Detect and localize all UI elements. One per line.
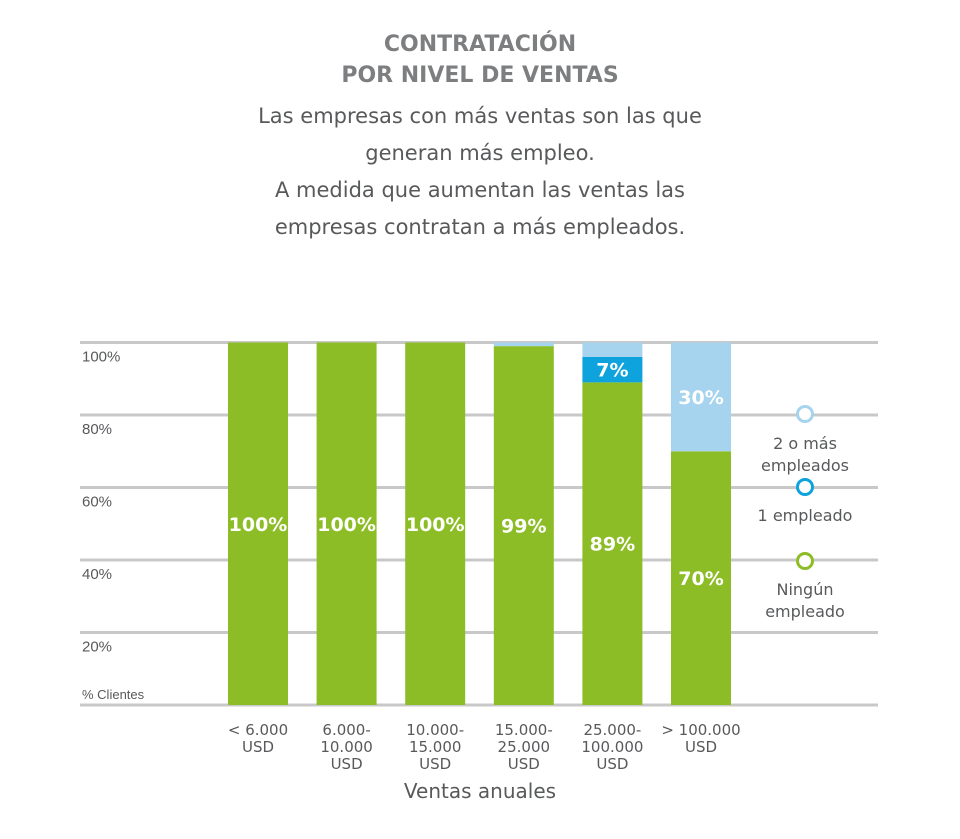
x-tick-label: < 6.000: [228, 721, 288, 739]
data-label: 99%: [501, 516, 546, 538]
y-tick-label: 40%: [82, 566, 112, 583]
subtitle-line-3: A medida que aumentan las ventas las: [275, 178, 685, 202]
legend-label: 2 o más: [773, 434, 837, 453]
chart-title-line2: POR NIVEL DE VENTAS: [341, 63, 619, 88]
x-tick-label: 6.000-: [322, 721, 370, 739]
x-tick-label: USD: [596, 755, 628, 773]
y-tick-label: 60%: [82, 494, 112, 511]
legend-label: empleados: [761, 456, 849, 475]
bar-segment-ningun: [493, 346, 554, 705]
legend-label: Ningún: [777, 580, 834, 599]
legend-marker: [796, 405, 814, 423]
data-label: 89%: [590, 534, 635, 556]
legend-marker: [796, 478, 814, 496]
data-label: 70%: [678, 568, 723, 590]
legend-label: 1 empleado: [758, 506, 853, 525]
bar-segment-ningun: [405, 342, 466, 705]
bar-segment-ningun: [228, 342, 288, 705]
legend-marker: [796, 552, 814, 570]
data-label: 100%: [317, 514, 376, 536]
x-tick-label: 10.000-: [406, 721, 464, 739]
x-tick-label: USD: [242, 738, 274, 756]
x-tick-label: 25.000: [498, 738, 551, 756]
x-tick-label: 15.000: [409, 738, 462, 756]
x-axis-label: Ventas anuales: [404, 779, 556, 803]
x-tick-label: 25.000-: [583, 721, 641, 739]
x-tick-label: USD: [419, 755, 451, 773]
subtitle-line-4: empresas contratan a más empleados.: [274, 215, 686, 239]
bar-segment-ningun: [582, 382, 643, 705]
data-label: 7%: [596, 360, 628, 382]
data-label: 100%: [406, 514, 465, 536]
x-tick-label: 10.000: [320, 738, 373, 756]
x-tick-label: 100.000: [581, 738, 643, 756]
subtitle-line-2: generan más empleo.: [365, 141, 595, 165]
data-label: 30%: [678, 387, 723, 409]
data-label: 100%: [229, 514, 288, 536]
chart-title-line1: CONTRATACIÓN: [383, 32, 577, 57]
y-axis-label: % Clientes: [82, 687, 145, 702]
bar-segment-dos-o-mas: [493, 342, 554, 347]
x-tick-label: USD: [508, 755, 540, 773]
y-tick-label: 20%: [82, 639, 112, 656]
y-tick-label: 80%: [82, 421, 112, 438]
bar-segment-ningun: [671, 451, 731, 705]
subtitle-line-1: Las empresas con más ventas son las que: [258, 104, 702, 128]
bar-segment-dos-o-mas: [582, 342, 643, 357]
x-tick-label: 15.000-: [495, 721, 553, 739]
x-tick-label: USD: [331, 755, 363, 773]
x-tick-label: USD: [685, 738, 717, 756]
bar-segment-ningun: [316, 342, 377, 705]
bar-segment-uno: [582, 357, 643, 383]
legend-label: empleado: [765, 602, 845, 621]
x-tick-label: > 100.000: [661, 721, 740, 739]
y-tick-label: 100%: [82, 349, 120, 366]
bar-segment-dos-o-mas: [671, 342, 731, 452]
